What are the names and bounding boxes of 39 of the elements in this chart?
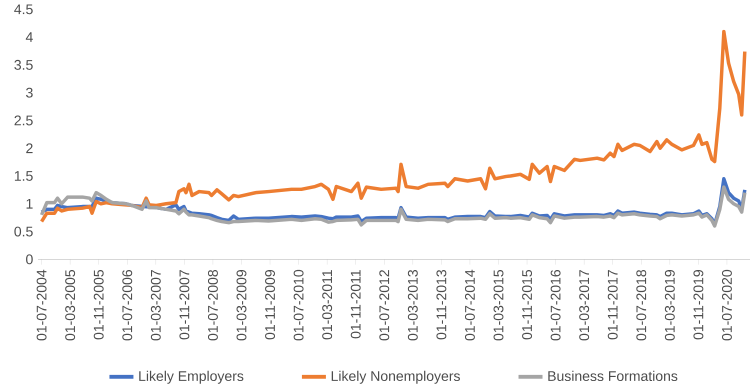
x-tick-label: 01-07-2018 <box>636 270 646 340</box>
x-tick-label: 01-11-2019 <box>693 270 704 340</box>
x-tick-label: 01-03-2009 <box>236 270 246 340</box>
legend-label: Likely Employers <box>139 370 244 384</box>
y-tick-label: 1.5 <box>14 170 33 181</box>
x-tick-label: 01-11-2017 <box>608 270 618 340</box>
x-tick-label: 01-07-2004 <box>36 270 47 340</box>
x-tick-label: 01-11-2013 <box>436 270 446 340</box>
x-tick-label: 01-03-2005 <box>65 270 76 340</box>
y-tick-label: 2 <box>26 143 33 153</box>
x-tick-label: 01-11-2011 <box>350 270 361 338</box>
x-tick-label: 01-03-2015 <box>494 270 504 340</box>
x-tick-label: 01-03-2011 <box>322 270 332 340</box>
x-tick-label: 01-07-2014 <box>464 270 475 340</box>
x-tick-label: 01-03-2007 <box>150 270 161 340</box>
y-tick-label: 4.5 <box>14 4 33 14</box>
y-tick-label: 4 <box>26 32 33 42</box>
y-tick-label: 0.5 <box>14 226 33 236</box>
y-tick-label: 3.5 <box>14 60 33 70</box>
x-tick-label: 01-07-2006 <box>122 270 132 340</box>
x-tick-label: 01-11-2007 <box>179 270 190 340</box>
x-tick-label: 01-11-2009 <box>265 270 275 340</box>
x-tick-label: 01-07-2016 <box>550 270 561 340</box>
line-series <box>40 30 747 224</box>
y-tick-label: 1 <box>26 198 33 208</box>
legend-label: Business Formations <box>548 370 678 381</box>
legend-label: Likely Nonemployers <box>332 370 460 384</box>
x-tick-label: 01-11-2005 <box>94 270 104 340</box>
y-tick-label: 0 <box>26 254 33 264</box>
x-tick-label: 01-11-2015 <box>522 270 532 340</box>
x-tick-label: 01-03-2013 <box>408 270 418 340</box>
x-tick-label: 01-03-2019 <box>664 270 675 340</box>
y-tick-label: 3 <box>26 88 33 98</box>
y-tick-label: 2.5 <box>14 115 33 126</box>
x-tick-label: 01-07-2008 <box>208 270 218 340</box>
x-tick-label: 01-07-2020 <box>722 270 732 340</box>
x-tick-label: 01-03-2017 <box>579 270 590 340</box>
x-tick-label: 01-07-2010 <box>294 270 304 340</box>
x-tick-label: 01-07-2012 <box>379 270 390 340</box>
